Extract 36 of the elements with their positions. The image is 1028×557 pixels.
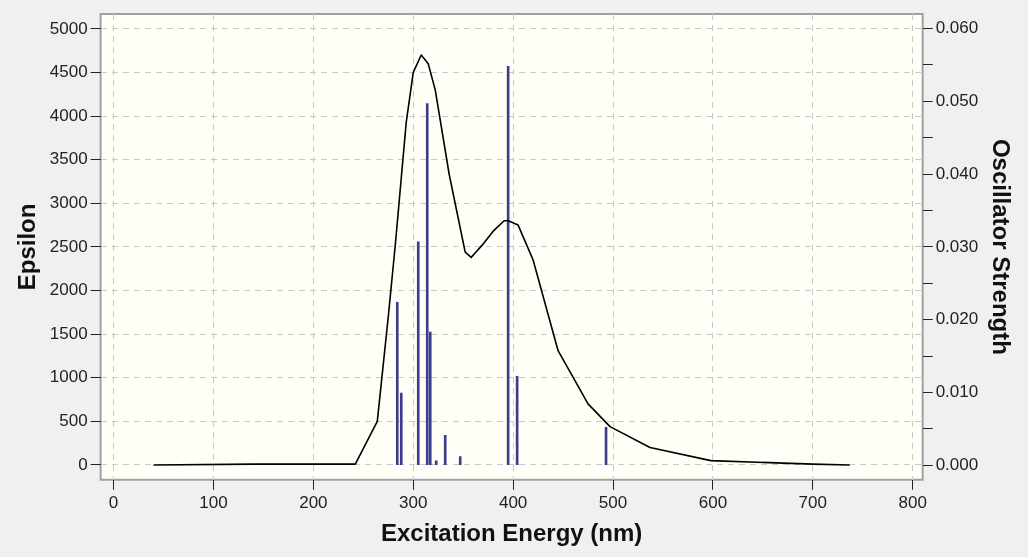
bar xyxy=(434,460,438,466)
y2-axis-title: Oscillator Strength xyxy=(987,138,1015,355)
y-tick-label: 4500 xyxy=(49,62,88,82)
y-tick-label: 2500 xyxy=(49,236,88,256)
bar xyxy=(416,241,420,466)
y2-tick-label: 0.040 xyxy=(935,163,979,183)
x-tick-label: 0 xyxy=(108,492,119,512)
y-tick-label: 5000 xyxy=(49,18,88,38)
y2-tick-label: 0.000 xyxy=(935,454,979,474)
y-tick-label: 3000 xyxy=(49,192,88,212)
x-tick-label: 300 xyxy=(399,492,428,512)
y-tick-label: 1500 xyxy=(49,323,88,343)
x-tick-label: 400 xyxy=(498,492,528,512)
x-tick-label: 600 xyxy=(698,492,728,512)
y2-tick-label: 0.050 xyxy=(935,91,979,111)
bar xyxy=(425,103,429,466)
x-tick-label: 200 xyxy=(299,492,328,512)
y2-tick-label: 0.020 xyxy=(935,309,979,329)
y-tick-label: 0 xyxy=(78,454,88,474)
y2-tick-label: 0.030 xyxy=(935,236,979,256)
y-tick-label: 3500 xyxy=(49,149,88,169)
bar xyxy=(443,435,447,466)
x-tick-label: 700 xyxy=(798,492,827,512)
x-tick-label: 500 xyxy=(598,492,628,512)
x-tick-label: 800 xyxy=(898,492,927,512)
y2-tick-label: 0.010 xyxy=(935,382,979,402)
x-tick-label: 100 xyxy=(199,492,228,512)
y2-tick-label: 0.060 xyxy=(935,18,979,38)
y-tick-label: 2000 xyxy=(49,280,88,300)
y-tick-label: 4000 xyxy=(49,105,88,125)
y-tick-label: 500 xyxy=(59,411,88,431)
y-axis-title: Epsilon xyxy=(13,203,41,291)
bar xyxy=(395,301,399,466)
y-tick-label: 1000 xyxy=(49,367,88,387)
x-axis-title: Excitation Energy (nm) xyxy=(380,519,643,547)
bar xyxy=(458,456,462,466)
